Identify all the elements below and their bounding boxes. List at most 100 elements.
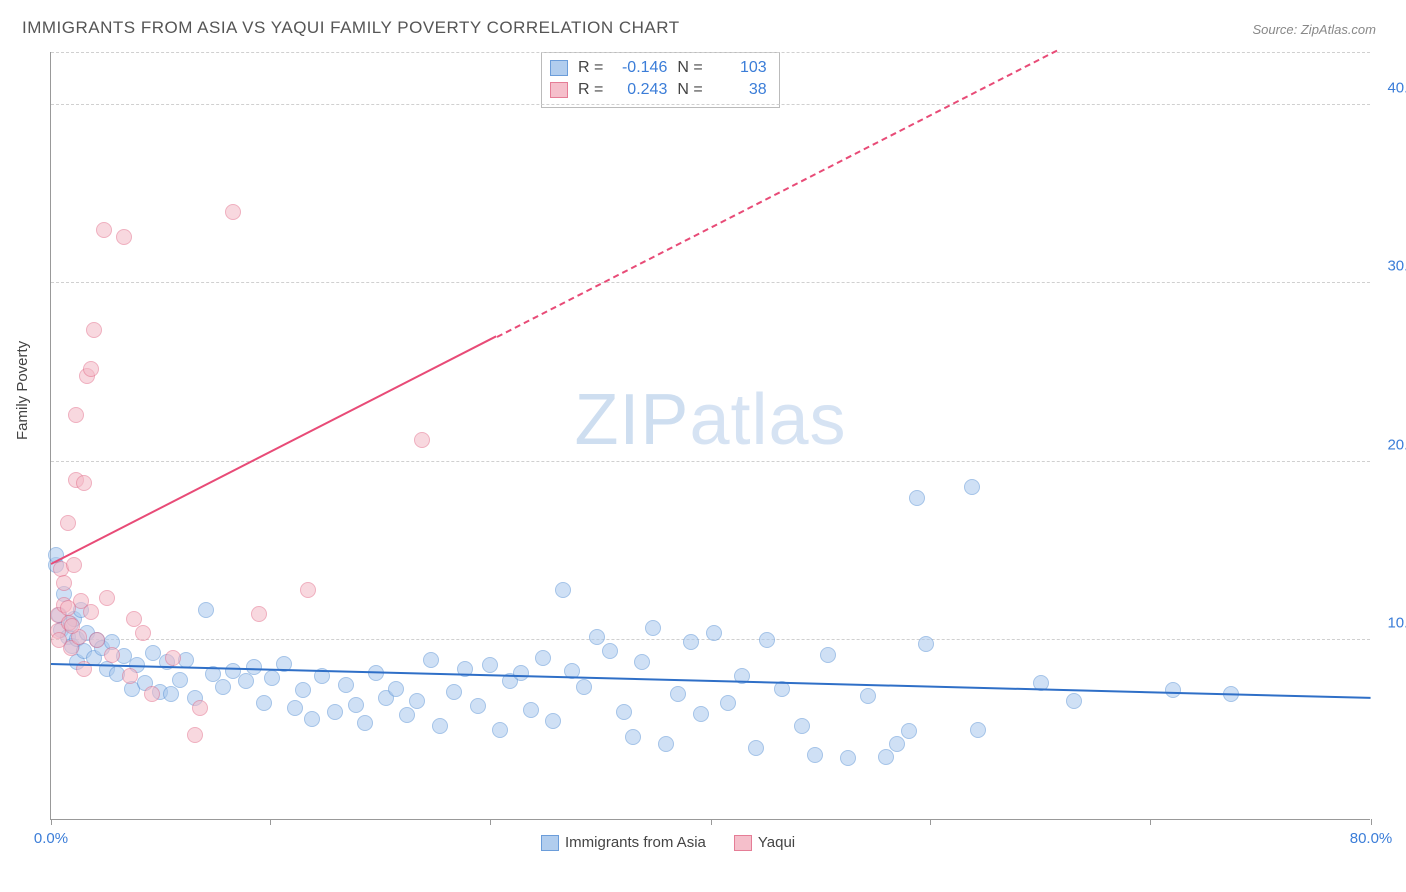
legend-label-1: Immigrants from Asia [565, 834, 706, 851]
scatter-point [60, 600, 76, 616]
swatch-series1 [550, 60, 568, 76]
scatter-point [576, 679, 592, 695]
scatter-point [658, 736, 674, 752]
y-axis-label: Family Poverty [14, 341, 31, 440]
legend-label-2: Yaqui [758, 834, 795, 851]
y-tick-label: 20.0% [1387, 436, 1406, 453]
x-tick-label: 0.0% [34, 830, 68, 847]
scatter-point [889, 736, 905, 752]
scatter-point [122, 668, 138, 684]
scatter-point [68, 407, 84, 423]
scatter-point [116, 229, 132, 245]
scatter-point [683, 634, 699, 650]
source-link[interactable]: ZipAtlas.com [1301, 22, 1376, 37]
stats-r-label: R = [578, 57, 603, 79]
x-tick-label: 80.0% [1350, 830, 1393, 847]
scatter-point [165, 650, 181, 666]
scatter-point [470, 698, 486, 714]
scatter-point [482, 657, 498, 673]
scatter-point [64, 618, 80, 634]
x-tick [270, 819, 271, 825]
scatter-point [909, 490, 925, 506]
chart-title: IMMIGRANTS FROM ASIA VS YAQUI FAMILY POV… [22, 18, 680, 38]
scatter-point [625, 729, 641, 745]
scatter-point [602, 643, 618, 659]
scatter-point [423, 652, 439, 668]
scatter-point [918, 636, 934, 652]
legend-item-2: Yaqui [734, 834, 795, 851]
scatter-point [901, 723, 917, 739]
x-tick [930, 819, 931, 825]
scatter-point [1165, 682, 1181, 698]
scatter-point [693, 706, 709, 722]
scatter-point [304, 711, 320, 727]
stats-n-value-2: 38 [713, 79, 767, 101]
y-tick-label: 10.0% [1387, 615, 1406, 632]
scatter-point [256, 695, 272, 711]
scatter-point [399, 707, 415, 723]
scatter-point [545, 713, 561, 729]
scatter-point [446, 684, 462, 700]
scatter-point [860, 688, 876, 704]
watermark: ZIPatlas [574, 379, 846, 461]
scatter-point [589, 629, 605, 645]
scatter-point [706, 625, 722, 641]
stats-n-label: N = [677, 79, 702, 101]
gridline [51, 104, 1370, 105]
scatter-point [225, 204, 241, 220]
scatter-point [964, 479, 980, 495]
scatter-point [83, 361, 99, 377]
legend-item-1: Immigrants from Asia [541, 834, 706, 851]
scatter-point [492, 722, 508, 738]
scatter-point [215, 679, 231, 695]
stats-n-value-1: 103 [713, 57, 767, 79]
scatter-point [287, 700, 303, 716]
source-attribution: Source: ZipAtlas.com [1252, 22, 1376, 37]
gridline [51, 282, 1370, 283]
scatter-point [144, 686, 160, 702]
scatter-point [670, 686, 686, 702]
scatter-point [300, 582, 316, 598]
scatter-point [83, 604, 99, 620]
scatter-point [348, 697, 364, 713]
plot-area: ZIPatlas R = -0.146 N = 103 R = 0.243 N … [50, 52, 1370, 820]
scatter-point [89, 632, 105, 648]
scatter-point [820, 647, 836, 663]
gridline [51, 52, 1370, 53]
x-tick [51, 819, 52, 825]
scatter-point [56, 575, 72, 591]
scatter-point [338, 677, 354, 693]
scatter-point [76, 475, 92, 491]
y-tick-label: 30.0% [1387, 258, 1406, 275]
scatter-point [238, 673, 254, 689]
scatter-point [327, 704, 343, 720]
stats-row-series2: R = 0.243 N = 38 [550, 79, 767, 101]
scatter-point [535, 650, 551, 666]
scatter-point [748, 740, 764, 756]
scatter-point [51, 632, 67, 648]
x-tick [1150, 819, 1151, 825]
x-tick [490, 819, 491, 825]
scatter-point [388, 681, 404, 697]
stats-n-label: N = [677, 57, 702, 79]
scatter-point [634, 654, 650, 670]
watermark-zip: ZIP [574, 380, 689, 460]
scatter-point [555, 582, 571, 598]
scatter-point [187, 727, 203, 743]
scatter-point [878, 749, 894, 765]
scatter-point [807, 747, 823, 763]
x-tick [711, 819, 712, 825]
x-tick [1371, 819, 1372, 825]
scatter-point [126, 611, 142, 627]
scatter-point [645, 620, 661, 636]
trend-line [51, 336, 497, 566]
scatter-point [104, 647, 120, 663]
scatter-point [414, 432, 430, 448]
scatter-point [163, 686, 179, 702]
scatter-point [96, 222, 112, 238]
legend-swatch-1 [541, 835, 559, 851]
scatter-point [86, 322, 102, 338]
legend-swatch-2 [734, 835, 752, 851]
scatter-point [172, 672, 188, 688]
scatter-point [970, 722, 986, 738]
